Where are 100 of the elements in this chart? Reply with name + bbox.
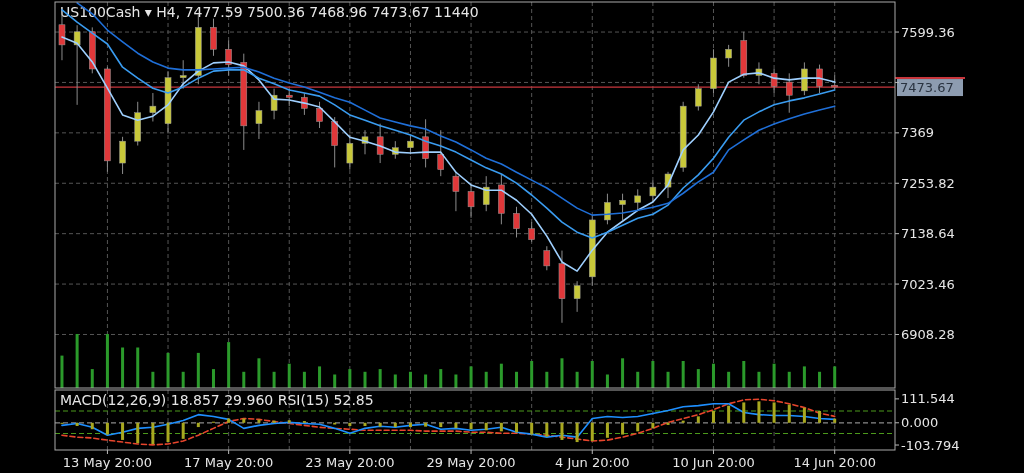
- bar: [818, 411, 822, 423]
- bar: [242, 418, 246, 423]
- y-tick-label: 7023.46: [901, 276, 955, 292]
- bar: [227, 418, 231, 423]
- y-tick-label: 7138.64: [901, 226, 955, 242]
- bar: [166, 352, 170, 388]
- candlestick: [604, 193, 611, 225]
- bar: [757, 371, 761, 388]
- bar: [833, 366, 837, 388]
- candlestick: [149, 92, 157, 122]
- bar: [787, 371, 791, 388]
- bar: [681, 420, 685, 423]
- bar: [590, 361, 594, 388]
- y-tick-label: 111.544: [901, 391, 955, 407]
- bar: [196, 422, 200, 428]
- bar: [424, 422, 428, 427]
- bar: [560, 422, 564, 440]
- candlestick: [255, 101, 263, 140]
- candlestick: [73, 24, 81, 106]
- bar: [651, 361, 655, 388]
- bar: [211, 369, 215, 388]
- candlestick: [619, 193, 626, 221]
- bar: [636, 371, 640, 388]
- bar: [454, 422, 458, 429]
- candlestick: [573, 280, 581, 313]
- bar: [545, 371, 549, 388]
- bar: [287, 363, 291, 388]
- bar: [651, 422, 655, 429]
- bar: [166, 422, 170, 443]
- bar: [802, 366, 806, 388]
- bar: [408, 422, 412, 428]
- bar: [60, 355, 64, 388]
- bar: [181, 371, 185, 388]
- bar: [757, 401, 761, 423]
- bar: [151, 422, 155, 445]
- bar: [742, 361, 746, 388]
- x-tick-label: 23 May 20:00: [305, 455, 395, 470]
- candlestick: [437, 129, 445, 177]
- bar: [257, 358, 261, 388]
- bar: [787, 404, 791, 423]
- bar: [696, 416, 700, 423]
- bar: [272, 420, 276, 423]
- candlestick: [316, 101, 323, 129]
- bar: [439, 369, 443, 388]
- candlestick: [649, 180, 657, 203]
- bar: [227, 342, 231, 388]
- bar: [530, 422, 534, 435]
- x-tick-label: 17 May 20:00: [184, 455, 274, 470]
- candlestick: [816, 64, 823, 94]
- bar: [772, 363, 776, 388]
- bar: [560, 358, 564, 388]
- bar: [318, 366, 322, 388]
- bar: [818, 371, 822, 388]
- candlestick: [467, 184, 475, 219]
- bar: [75, 422, 79, 426]
- candlestick: [119, 136, 126, 175]
- y-tick-label: 7599.36: [901, 24, 955, 40]
- candlestick: [376, 123, 384, 164]
- candlestick: [513, 206, 520, 238]
- bar: [696, 369, 700, 388]
- bar: [575, 422, 579, 443]
- x-tick-label: 29 May 20:00: [426, 455, 516, 470]
- candlestick: [785, 72, 793, 114]
- bar: [621, 422, 625, 435]
- candlestick: [801, 61, 808, 96]
- y-tick-label: 6908.28: [901, 327, 955, 343]
- candlestick: [482, 175, 490, 212]
- candlestick: [452, 171, 460, 212]
- bar: [136, 422, 140, 444]
- bar: [499, 422, 503, 432]
- bar: [530, 361, 534, 388]
- bar: [772, 402, 776, 423]
- bar: [499, 363, 503, 388]
- x-tick-label: 4 Jun 20:00: [555, 455, 630, 470]
- bar: [363, 371, 367, 388]
- bar: [302, 371, 306, 388]
- ref-line-label: 7473.67: [900, 79, 954, 95]
- bar: [742, 402, 746, 423]
- bar: [151, 371, 155, 388]
- bar: [121, 422, 125, 440]
- bar: [681, 361, 685, 388]
- bar: [666, 371, 670, 388]
- candlestick: [725, 44, 732, 68]
- bar: [75, 334, 79, 388]
- x-tick-label: 14 Jun 20:00: [793, 455, 876, 470]
- bar: [469, 422, 473, 430]
- candlestick: [346, 134, 354, 171]
- bar: [515, 422, 519, 433]
- bar: [121, 347, 125, 388]
- bar: [348, 369, 352, 388]
- bar: [90, 369, 94, 388]
- bar: [484, 422, 488, 431]
- bar: [90, 422, 94, 430]
- candlestick: [543, 245, 551, 271]
- bar: [408, 371, 412, 388]
- chart-title: MACD(12,26,9) 18.857 29.960 RSI(15) 52.85: [60, 392, 374, 408]
- bar: [802, 407, 806, 423]
- candlestick: [225, 40, 232, 77]
- bar: [711, 411, 715, 423]
- bar: [196, 352, 200, 388]
